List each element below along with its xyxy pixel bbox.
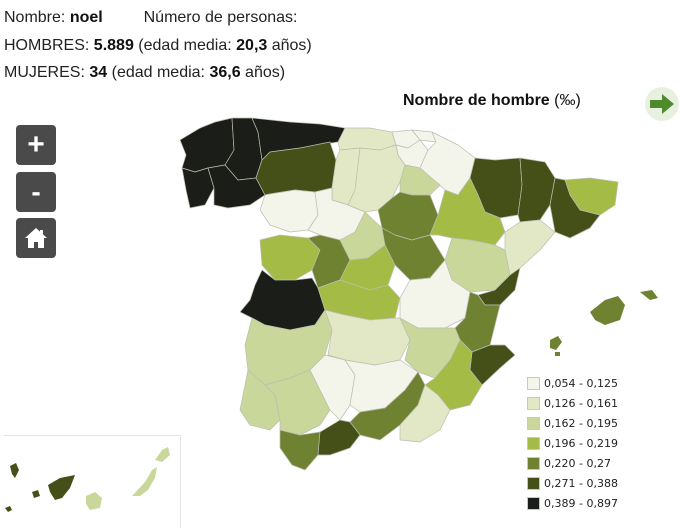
legend-swatch [527,396,540,410]
home-button[interactable] [16,218,56,258]
name-info-panel: Nombre: noel Número de personas: HOMBRES… [4,4,312,87]
canary-islands[interactable] [5,447,170,512]
province-menorca[interactable] [640,290,658,300]
legend-label: 0,389 - 0,897 [544,496,618,510]
island-la-gomera[interactable] [32,490,40,498]
island-el-hierro[interactable] [5,506,12,512]
legend-label: 0,126 - 0,161 [544,396,618,410]
province-ourense[interactable] [207,164,266,209]
province-malaga[interactable] [317,419,361,456]
women-label: MUJERES: [4,64,85,81]
island-tenerife[interactable] [48,475,75,500]
province-barcelona[interactable] [549,177,601,239]
women-line: MUJERES: 34 (edad media: 36,6 años) [4,59,312,87]
next-map-button[interactable] [645,87,679,121]
minus-icon: - [31,176,41,207]
legend-item: 0,196 - 0,219 [527,433,618,453]
province-cadiz[interactable] [279,429,321,471]
balearic-islands[interactable] [550,290,658,356]
women-age: 36,6 [209,64,241,81]
legend-swatch [527,376,540,390]
men-age-suffix: años) [271,36,312,54]
legend-swatch [527,496,540,510]
legend-swatch [527,456,540,470]
province-almeria[interactable] [399,384,451,443]
legend-label: 0,271 - 0,388 [544,476,618,490]
legend-item: 0,162 - 0,195 [527,413,618,433]
map-title-text: Nombre de hombre [403,92,550,109]
province-ibiza[interactable] [550,336,562,350]
women-count: 34 [89,64,108,81]
legend-item: 0,271 - 0,388 [527,473,618,493]
island-lanzarote[interactable] [155,447,170,462]
legend-swatch [527,476,540,490]
women-age-prefix: (edad media: [111,64,205,81]
zoom-in-button[interactable]: + [16,125,56,165]
canary-islands-inset [4,435,181,528]
province-sevilla[interactable] [264,369,331,436]
map-title: Nombre de hombre (‰) [403,92,581,110]
province-lleida[interactable] [517,157,556,223]
plus-icon: + [27,128,45,161]
home-icon [25,228,47,248]
legend-item: 0,389 - 0,897 [527,493,618,513]
map-unit: (‰) [554,92,581,109]
legend-swatch [527,416,540,430]
island-gran-canaria[interactable] [86,492,102,510]
legend-label: 0,196 - 0,219 [544,436,618,450]
map-legend: 0,054 - 0,125 0,126 - 0,161 0,162 - 0,19… [527,373,618,513]
men-age-prefix: (edad media: [138,36,232,54]
name-value: noel [69,9,103,26]
province-cantabria[interactable] [337,127,397,151]
legend-label: 0,220 - 0,27 [544,456,611,470]
legend-label: 0,054 - 0,125 [544,376,618,390]
men-label: HOMBRES: [4,36,90,54]
women-age-suffix: años) [245,64,286,81]
men-line: HOMBRES: 5.889 (edad media: 20,3 años) [4,32,312,60]
men-count: 5.889 [93,36,134,54]
province-murcia[interactable] [424,339,483,411]
legend-item: 0,126 - 0,161 [527,393,618,413]
province-mallorca[interactable] [590,296,625,325]
count-label: Número de personas: [143,9,298,26]
legend-item: 0,054 - 0,125 [527,373,618,393]
island-fuerteventura[interactable] [132,467,157,496]
province-pontevedra[interactable] [181,167,215,209]
zoom-out-button[interactable]: - [16,172,56,212]
province-zamora[interactable] [259,189,319,233]
name-label: Nombre: [4,9,66,26]
island-la-palma[interactable] [10,463,19,478]
men-age: 20,3 [236,36,268,54]
legend-swatch [527,436,540,450]
province-tarragona[interactable] [504,219,556,276]
legend-label: 0,162 - 0,195 [544,416,618,430]
legend-item: 0,220 - 0,27 [527,453,618,473]
name-line: Nombre: noel Número de personas: [4,4,312,32]
province-salamanca[interactable] [259,234,321,281]
arrow-right-icon [650,94,674,114]
